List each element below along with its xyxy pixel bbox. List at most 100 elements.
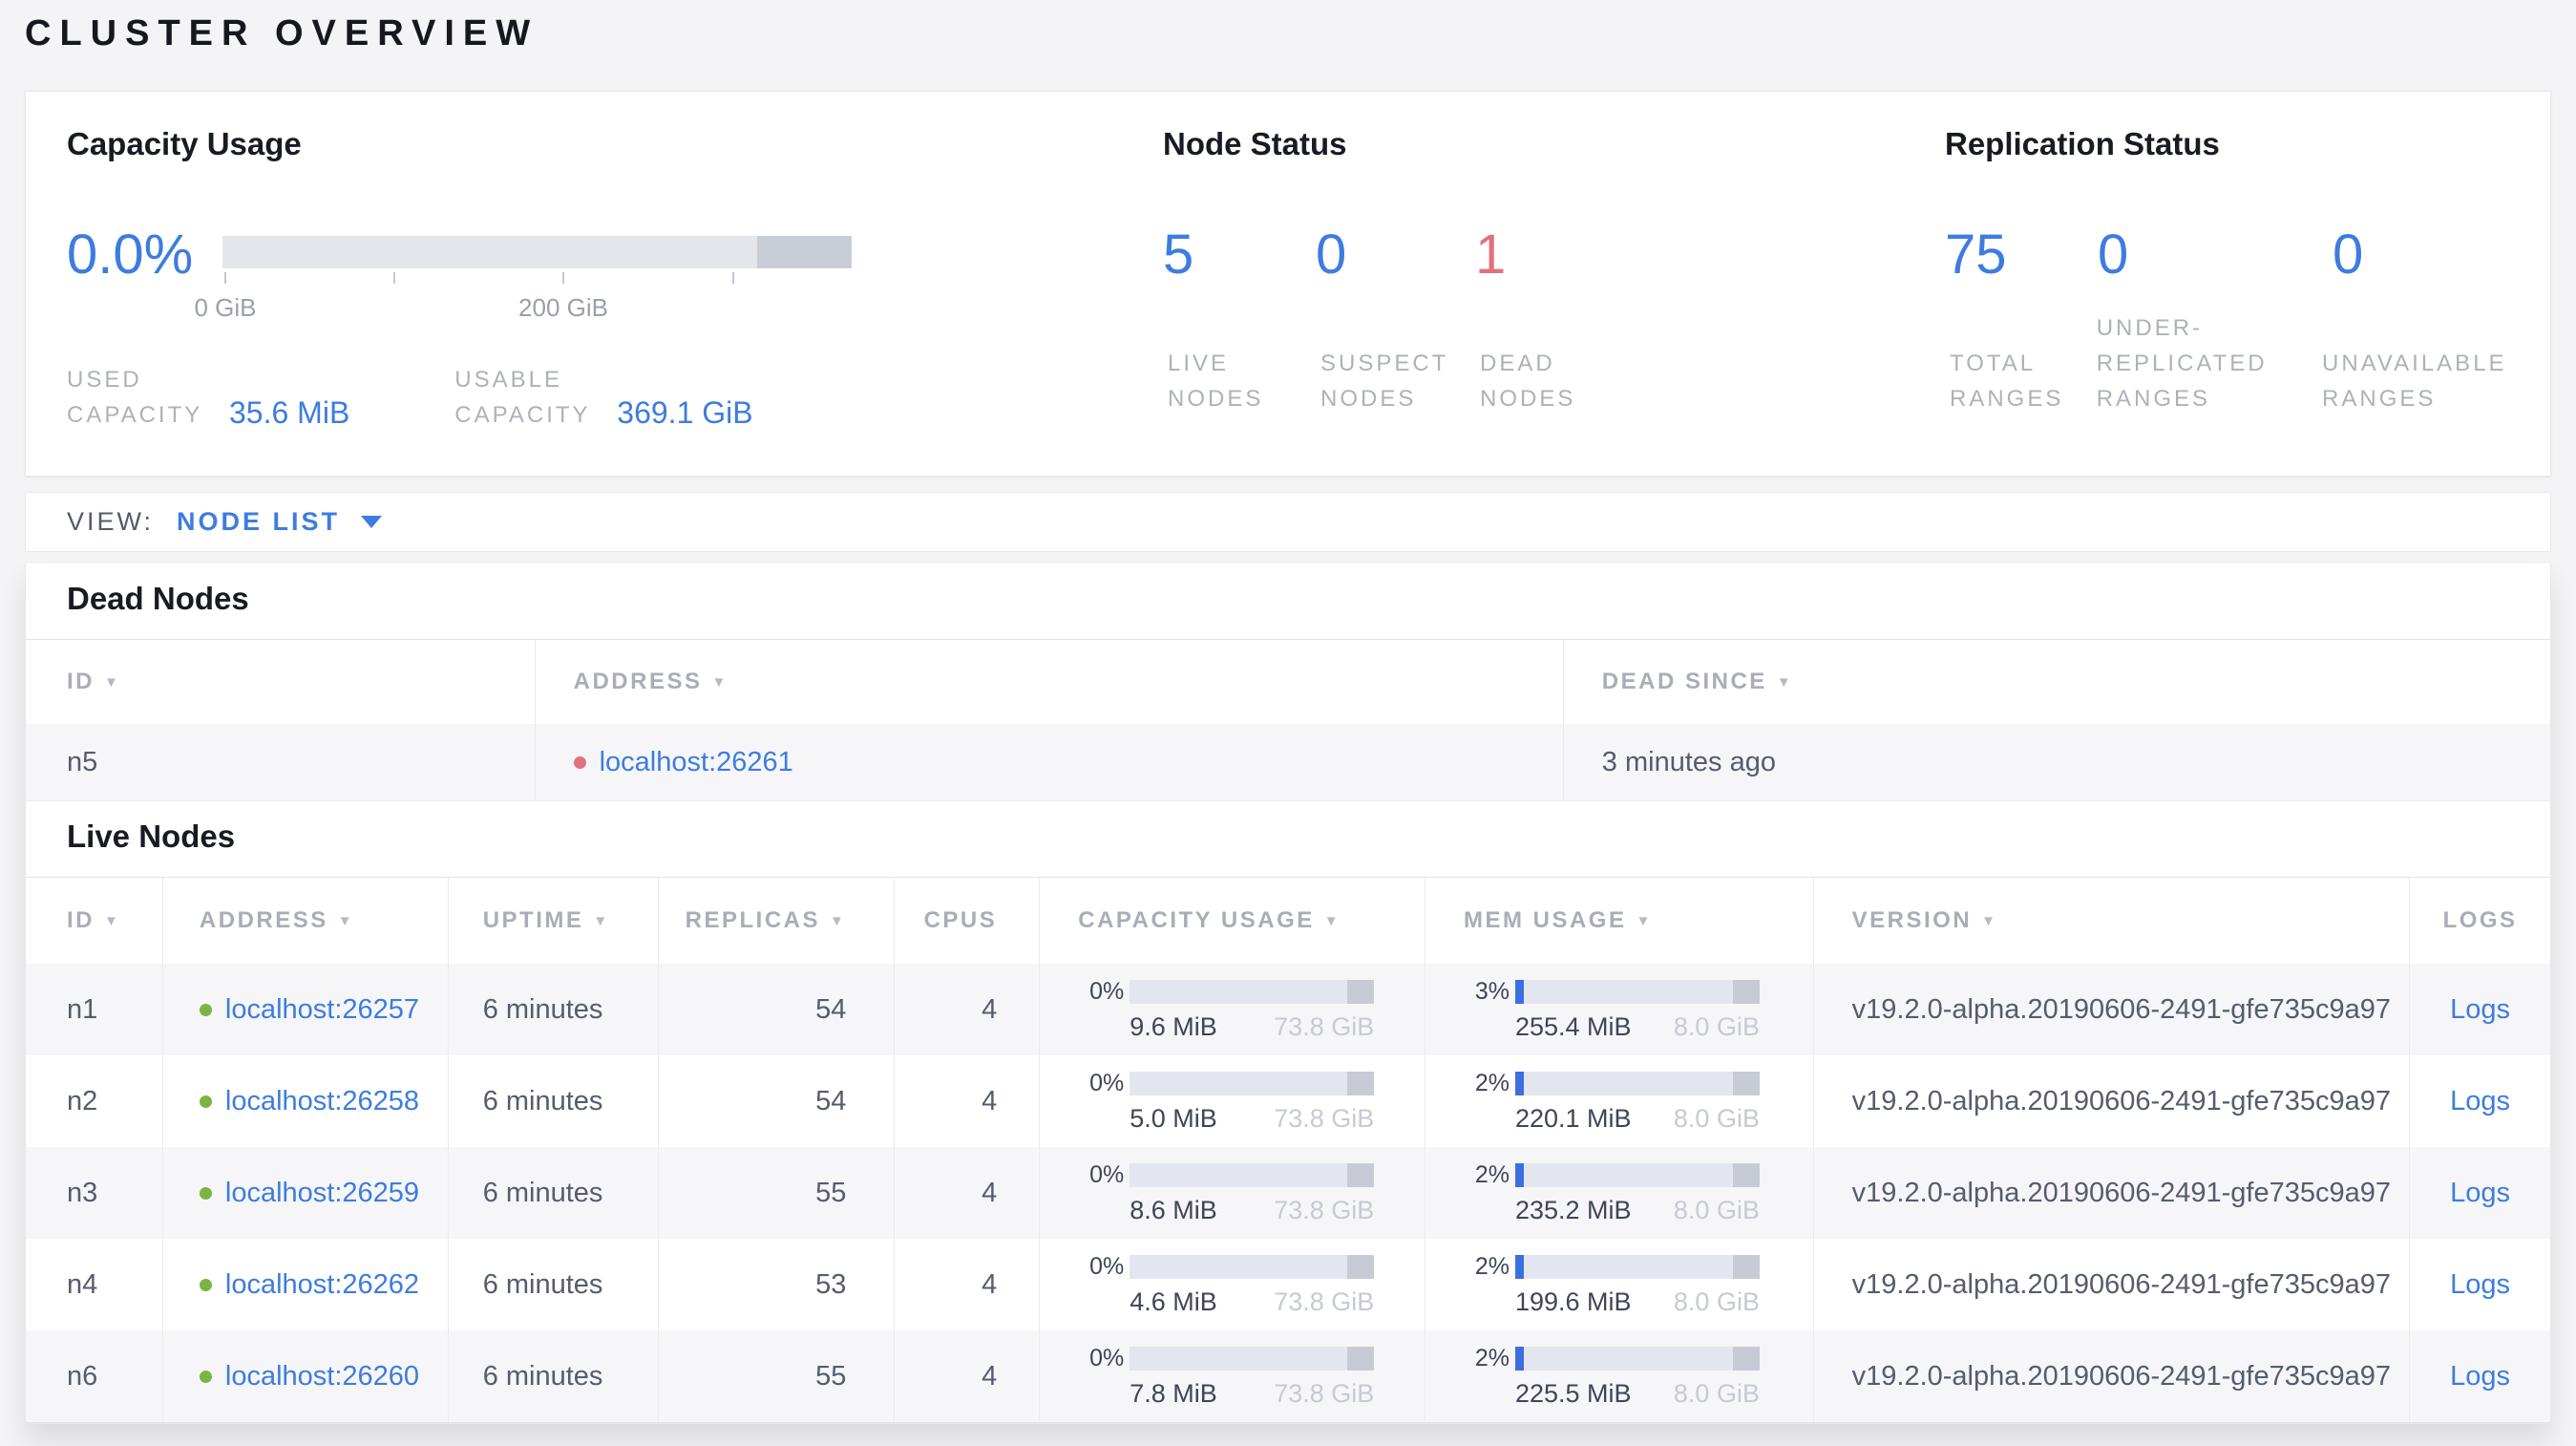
bar-fill: [1514, 979, 1524, 1004]
logs-link[interactable]: Logs: [2450, 1268, 2511, 1300]
view-dropdown[interactable]: NODE LIST: [177, 507, 383, 537]
capacity-usage-cell: 0% 5.0 MiB 73.8 GiB: [1040, 1055, 1425, 1147]
total-ranges-label: TOTAL RANGES: [1950, 351, 2064, 412]
bar-reserved-segment: [1347, 1162, 1375, 1187]
mem-total-value: 8.0 GiB: [1673, 1103, 1760, 1133]
mem-bar: [1514, 1346, 1760, 1371]
live-status-dot-icon: [199, 1003, 212, 1016]
capacity-usage-bar: 0 GiB 200 GiB: [194, 236, 852, 322]
column-header-label: DEAD SINCE: [1601, 669, 1767, 694]
uptime-cell: 6 minutes: [449, 1330, 659, 1422]
capacity-used-value: 5.0 MiB: [1130, 1103, 1217, 1133]
column-header-version[interactable]: VERSION: [1813, 878, 2411, 964]
column-header-label: CAPACITY USAGE: [1078, 907, 1315, 933]
mem-percent: 3%: [1474, 977, 1510, 1005]
capacity-used-value: 8.6 MiB: [1130, 1195, 1217, 1224]
capacity-used-value: 9.6 MiB: [1130, 1011, 1217, 1041]
bar-reserved-segment: [1347, 979, 1375, 1004]
capacity-percent: 0%: [1089, 1069, 1125, 1096]
mem-usage-cell: 2% 225.5 MiB 8.0 GiB: [1425, 1330, 1814, 1422]
capacity-bar: [1130, 1162, 1375, 1187]
node-address-link[interactable]: localhost:26261: [599, 746, 793, 777]
column-header-dead-since[interactable]: DEAD SINCE: [1563, 640, 2550, 724]
node-address-link[interactable]: localhost:26259: [224, 1177, 420, 1208]
node-status-section: Node Status 5 0 1 LIVE NODES SUSPECT NOD…: [1163, 126, 1908, 412]
bar-reserved-segment: [1347, 1254, 1375, 1279]
axis-tick-label: 200 GiB: [518, 293, 608, 322]
column-header-capacity-usage[interactable]: CAPACITY USAGE: [1040, 878, 1425, 964]
capacity-usage-title: Capacity Usage: [67, 126, 302, 161]
capacity-used-value: 7.8 MiB: [1130, 1378, 1217, 1408]
capacity-used-value: 4.6 MiB: [1130, 1287, 1217, 1316]
chevron-down-icon: [361, 516, 383, 528]
cluster-summary-card: Capacity Usage 0.0% 0 GiB 200 GiB USED C…: [25, 91, 2551, 477]
axis-tick: [393, 272, 395, 284]
capacity-percent: 0%: [1089, 1344, 1125, 1372]
mem-used-value: 199.6 MiB: [1514, 1287, 1632, 1316]
dead-nodes-table: ID ADDRESS DEAD SINCE n5 localhost:26261…: [26, 639, 2550, 801]
node-address-cell: localhost:26257: [163, 964, 449, 1055]
live-nodes-count: 5: [1163, 223, 1194, 286]
sort-arrow-icon: [593, 913, 609, 929]
page-title: CLUSTER OVERVIEW: [25, 13, 539, 53]
uptime-cell: 6 minutes: [449, 1055, 659, 1147]
version-cell: v19.2.0-alpha.20190606-2491-gfe735c9a97: [1814, 1055, 2411, 1147]
uptime-cell: 6 minutes: [449, 1239, 659, 1330]
column-header-replicas[interactable]: REPLICAS: [658, 878, 896, 964]
column-header-label: VERSION: [1851, 907, 1973, 933]
view-bar: VIEW: NODE LIST: [25, 492, 2551, 552]
node-address-link[interactable]: localhost:26260: [224, 1360, 420, 1392]
replicas-cell: 54: [659, 1055, 896, 1147]
replicas-cell: 55: [659, 1147, 896, 1239]
capacity-bar: [1130, 1254, 1375, 1279]
node-id-cell: n4: [26, 1239, 163, 1330]
logs-link[interactable]: Logs: [2450, 993, 2511, 1025]
mem-bar: [1514, 1071, 1760, 1095]
column-header-uptime[interactable]: UPTIME: [448, 878, 659, 964]
node-id-cell: n6: [26, 1330, 163, 1422]
cpus-cell: 4: [895, 1147, 1041, 1239]
version-cell: v19.2.0-alpha.20190606-2491-gfe735c9a97: [1814, 1239, 2411, 1330]
dead-nodes-heading: Dead Nodes: [67, 581, 249, 616]
node-address-link[interactable]: localhost:26262: [224, 1268, 420, 1300]
logs-cell: Logs: [2410, 1055, 2550, 1147]
live-status-dot-icon: [199, 1186, 212, 1200]
view-dropdown-value[interactable]: NODE LIST: [177, 507, 341, 536]
sort-arrow-icon: [1324, 913, 1341, 929]
usable-capacity-value: 369.1 GiB: [617, 395, 753, 430]
used-capacity-metric: USED CAPACITY 35.6 MiB: [67, 362, 349, 433]
node-id-cell: n5: [26, 724, 536, 800]
bar-reserved-segment: [1732, 979, 1760, 1004]
under-replicated-ranges-label: UNDER-REPLICATED RANGES: [2096, 315, 2268, 412]
node-address-link[interactable]: localhost:26257: [224, 993, 420, 1025]
column-header-id[interactable]: ID: [26, 640, 536, 724]
cpus-cell: 4: [895, 1239, 1041, 1330]
axis-tick-label: 0 GiB: [194, 293, 257, 322]
bar-reserved-segment: [1732, 1254, 1760, 1279]
mem-bar: [1514, 1254, 1760, 1279]
column-header-label: ADDRESS: [199, 907, 328, 933]
dead-status-dot-icon: [573, 755, 586, 769]
dead-nodes-count: 1: [1475, 223, 1507, 286]
nodes-overview-section: Dead Nodes ID ADDRESS DEAD SINCE n5 loca…: [25, 564, 2551, 1424]
column-header-mem-usage[interactable]: MEM USAGE: [1425, 878, 1814, 964]
suspect-nodes-label: SUSPECT NODES: [1320, 351, 1448, 412]
axis-tick: [562, 272, 564, 284]
version-cell: v19.2.0-alpha.20190606-2491-gfe735c9a97: [1814, 964, 2411, 1055]
logs-link[interactable]: Logs: [2450, 1085, 2511, 1116]
mem-percent: 2%: [1474, 1160, 1510, 1188]
live-nodes-table: ID ADDRESS UPTIME REPLICAS CPUS CAPACITY…: [26, 877, 2551, 1423]
capacity-usage-section: Capacity Usage 0.0% 0 GiB 200 GiB USED C…: [67, 126, 1117, 430]
mem-total-value: 8.0 GiB: [1673, 1287, 1760, 1316]
column-header-address[interactable]: ADDRESS: [162, 878, 449, 964]
column-header-label: LOGS: [2442, 907, 2518, 933]
capacity-usage-cell: 0% 9.6 MiB 73.8 GiB: [1040, 964, 1425, 1055]
version-cell: v19.2.0-alpha.20190606-2491-gfe735c9a97: [1814, 1147, 2411, 1239]
replicas-cell: 53: [659, 1239, 896, 1330]
logs-link[interactable]: Logs: [2450, 1177, 2511, 1208]
column-header-address[interactable]: ADDRESS: [535, 640, 1564, 724]
node-address-link[interactable]: localhost:26258: [224, 1085, 420, 1116]
capacity-total-value: 73.8 GiB: [1274, 1195, 1375, 1224]
column-header-id[interactable]: ID: [26, 878, 163, 964]
logs-link[interactable]: Logs: [2450, 1360, 2511, 1392]
